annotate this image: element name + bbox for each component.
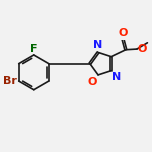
Text: F: F bbox=[30, 44, 38, 54]
Text: N: N bbox=[112, 72, 122, 82]
Text: O: O bbox=[88, 77, 97, 87]
Text: Br: Br bbox=[3, 76, 17, 86]
Text: O: O bbox=[138, 44, 147, 54]
Text: O: O bbox=[118, 28, 128, 38]
Text: N: N bbox=[93, 40, 103, 50]
